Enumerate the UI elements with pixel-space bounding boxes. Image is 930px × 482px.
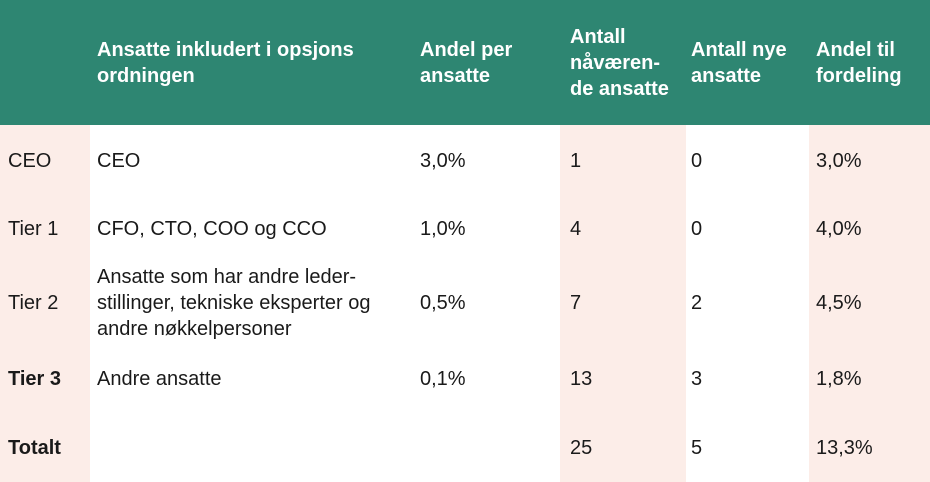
row-label: Tier 1	[0, 196, 90, 262]
description-cell	[90, 413, 405, 482]
header-cell-andel-til-fordeling: Andel til fordeling	[816, 38, 902, 87]
description-cell: CEO	[97, 149, 141, 172]
table-row-ceo: CEO CEO 3,0% 1 0 3,0%	[0, 125, 930, 196]
header-cell-antall-nye-ansatte: Antall nye ansatte	[691, 38, 787, 87]
row-label: Tier 3	[0, 344, 90, 413]
antall-nye-cell: 2	[691, 292, 703, 314]
andel-til-fordeling-cell: 3,0%	[809, 125, 930, 196]
antall-nye-cell: 5	[691, 436, 703, 459]
andel-til-fordeling-cell: 1,8%	[809, 344, 930, 413]
header-cell-antall-navaerende-ansatte: Antall nåværen- de ansatte	[570, 25, 669, 100]
andel-til-fordeling-cell: 4,0%	[809, 196, 930, 262]
andel-per-ansatte-cell: 1,0%	[420, 218, 466, 240]
row-label: Tier 2	[0, 262, 90, 344]
andel-per-ansatte-cell: 0,1%	[420, 367, 466, 390]
row-label: Totalt	[0, 413, 90, 482]
header-cell-andel-per-ansatte: Andel per ansatte	[420, 38, 513, 87]
header-cell-rowlabel	[0, 0, 90, 125]
antall-navaerende-cell: 1	[560, 125, 686, 196]
andel-per-ansatte-cell: 0,5%	[420, 292, 466, 314]
antall-nye-cell: 0	[691, 218, 703, 240]
table-row-tier1: Tier 1 CFO, CTO, COO og CCO 1,0% 4 0 4,0…	[0, 196, 930, 262]
table-row-tier3: Tier 3 Andre ansatte 0,1% 13 3 1,8%	[0, 344, 930, 413]
description-cell: CFO, CTO, COO og CCO	[97, 218, 327, 240]
andel-til-fordeling-cell: 4,5%	[809, 262, 930, 344]
table-row-totalt: Totalt 25 5 13,3%	[0, 413, 930, 482]
description-cell: Ansatte som har andre leder- stillinger,…	[97, 266, 371, 340]
antall-navaerende-cell: 7	[560, 262, 686, 344]
antall-navaerende-cell: 4	[560, 196, 686, 262]
andel-per-ansatte-cell	[405, 413, 560, 482]
antall-nye-cell: 0	[691, 149, 703, 172]
antall-navaerende-cell: 13	[560, 344, 686, 413]
antall-navaerende-cell: 25	[560, 413, 686, 482]
table-header-row: Ansatte inkludert i opsjons ordningen An…	[0, 0, 930, 125]
header-cell-description: Ansatte inkludert i opsjons ordningen	[97, 38, 354, 87]
table-row-tier2: Tier 2 Ansatte som har andre leder- stil…	[0, 262, 930, 344]
andel-per-ansatte-cell: 3,0%	[420, 149, 466, 172]
row-label: CEO	[0, 125, 90, 196]
antall-nye-cell: 3	[691, 367, 703, 390]
andel-til-fordeling-cell: 13,3%	[809, 413, 930, 482]
description-cell: Andre ansatte	[97, 367, 222, 390]
